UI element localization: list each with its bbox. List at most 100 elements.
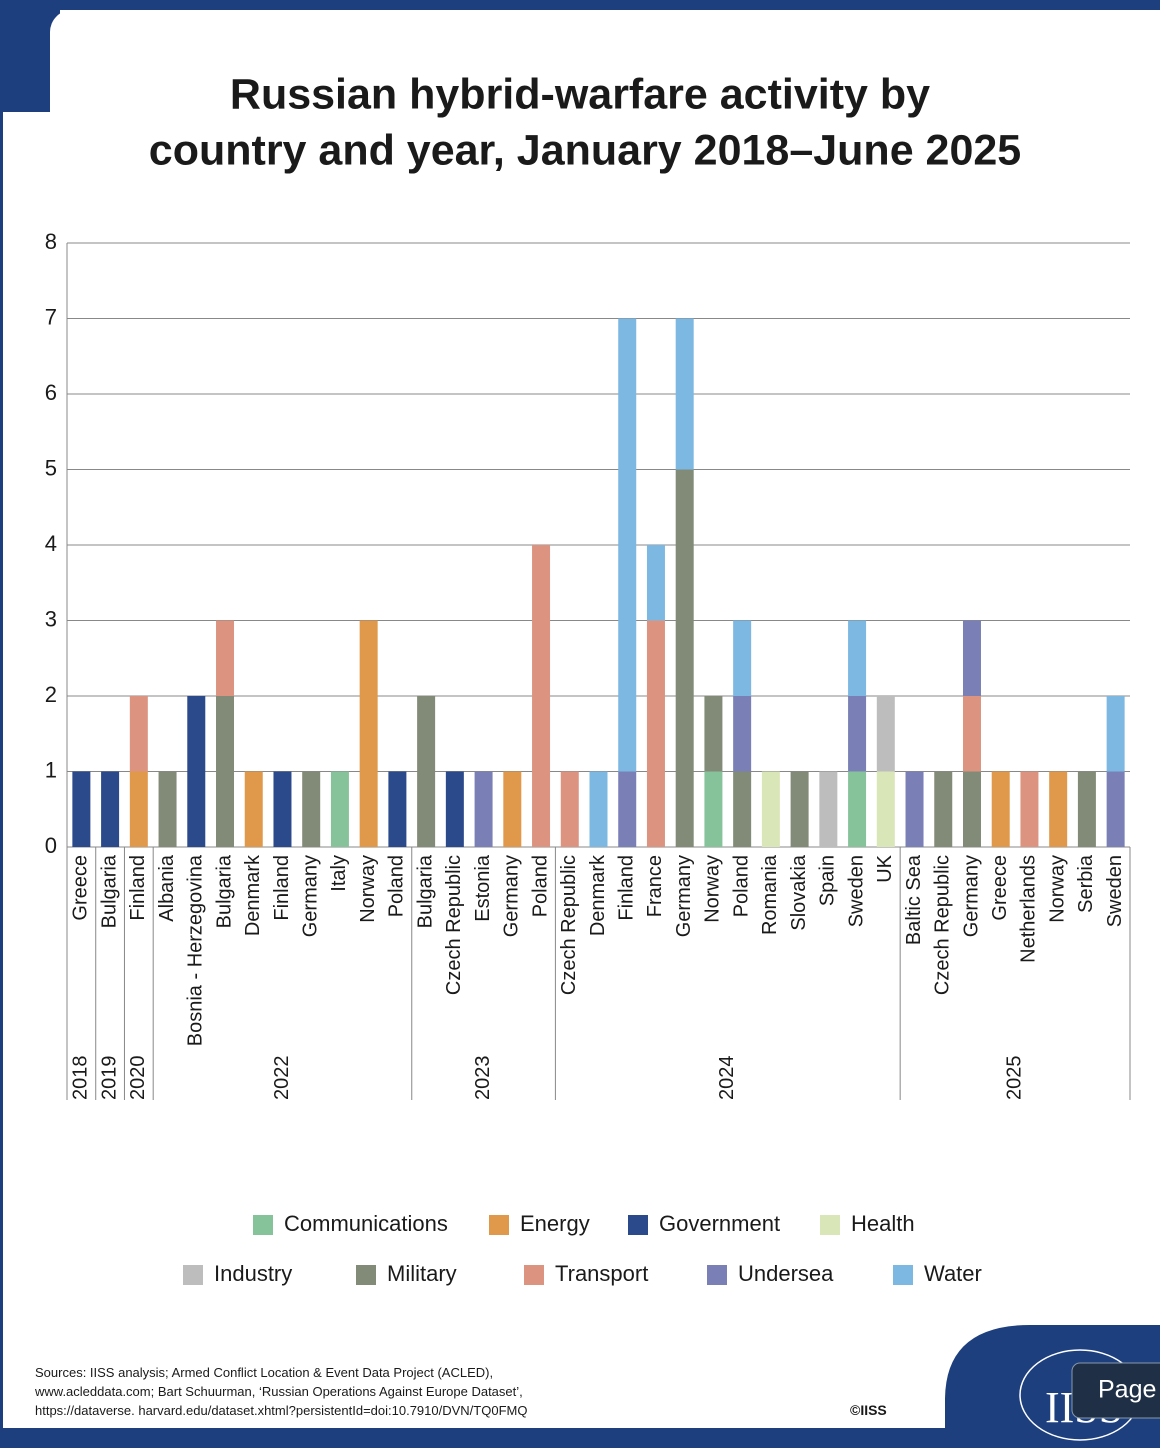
x-tick-label: Serbia [1075,854,1097,913]
bar-segment [675,469,694,847]
bar-segment [1049,771,1068,847]
bar-segment [302,771,321,847]
bar-segment [72,771,91,847]
bar-segment [790,771,809,847]
x-tick-label: Germany [673,855,695,937]
y-tick-label: 0 [45,833,57,858]
y-tick-label: 7 [45,304,57,329]
group-label: 2025 [1003,1056,1025,1101]
bar-segment [962,771,981,847]
legend-label: Transport [555,1261,648,1286]
group-label: 2018 [70,1056,92,1101]
group-label: 2024 [716,1056,738,1101]
y-tick-label: 8 [45,229,57,254]
chart-title: country and year, January 2018–June 2025 [149,126,1021,174]
bar-segment [187,696,206,847]
page-button[interactable] [1071,1362,1160,1419]
bar-segment [733,771,752,847]
legend-label: Undersea [738,1261,834,1286]
legend-label: Water [924,1261,982,1286]
bar-segment [129,771,148,847]
x-tick-label: Bulgaria [98,854,120,928]
bar-segment [733,696,752,772]
x-tick-label: Czech Republic [443,855,465,995]
bar-segment [417,696,436,847]
legend-label: Military [387,1261,457,1286]
x-tick-label: France [644,855,666,917]
group-label: 2022 [271,1056,293,1101]
x-tick-label: Denmark [242,854,264,936]
bar-segment [733,620,752,696]
legend-swatch [820,1215,840,1235]
bar-segment [819,771,838,847]
x-tick-label: Albania [156,854,178,922]
bar-segment [216,620,235,696]
x-tick-label: Norway [1046,855,1068,923]
sources: https://dataverse. harvard.edu/dataset.x… [35,1403,527,1418]
bar-segment [618,318,637,772]
x-tick-label: Slovakia [788,854,810,930]
sources: Sources: IISS analysis; Armed Conflict L… [35,1365,493,1380]
legend-label: Energy [520,1211,590,1236]
bar-segment [848,771,867,847]
page-button-label[interactable]: Page [1098,1376,1156,1404]
bar-segment [330,771,349,847]
bar-segment [244,771,263,847]
legend-swatch [707,1265,727,1285]
y-tick-label: 6 [45,380,57,405]
x-tick-label: Bulgaria [414,854,436,928]
x-tick-label: Spain [817,855,839,906]
bar-segment [273,771,292,847]
x-tick-label: Norway [702,855,724,923]
legend-swatch [893,1265,913,1285]
bar-segment [1106,696,1125,772]
y-tick-label: 2 [45,682,57,707]
bottom-band [0,1428,1160,1448]
x-tick-label: Germany [299,855,321,937]
bar-segment [503,771,522,847]
legend-swatch [524,1265,544,1285]
bar-segment [560,771,579,847]
legend-label: Industry [214,1261,292,1286]
legend-label: Health [851,1211,915,1236]
bar-segment [704,771,723,847]
bar-segment [1077,771,1096,847]
legend-label: Communications [284,1211,448,1236]
x-tick-label: Poland [386,855,408,917]
bar-segment [158,771,177,847]
y-tick-label: 5 [45,455,57,480]
x-tick-label: Italy [328,855,350,892]
x-tick-label: Sweden [845,855,867,927]
x-tick-label: Germany [501,855,523,937]
group-label: 2023 [472,1056,494,1101]
legend-swatch [356,1265,376,1285]
bar-segment [761,771,780,847]
group-label: 2020 [127,1056,149,1101]
bar-segment [646,620,665,847]
chart-title: Russian hybrid-warfare activity by [230,70,930,118]
bar-segment [905,771,924,847]
y-tick-label: 3 [45,606,57,631]
x-tick-label: Germany [960,855,982,937]
bar-segment [216,696,235,847]
bar-segment [991,771,1010,847]
legend-swatch [489,1215,509,1235]
legend-swatch [628,1215,648,1235]
left-edge [0,0,3,1448]
bar-segment [962,620,981,696]
legend-label: Government [659,1211,780,1236]
bar-segment [675,318,694,470]
x-tick-label: Norway [357,855,379,923]
bar-segment [934,771,953,847]
bar-segment [445,771,464,847]
bar-segment [388,771,407,847]
legend-swatch [183,1265,203,1285]
bar-segment [876,696,895,772]
bar-segment [848,696,867,772]
x-tick-label: Netherlands [1018,855,1040,963]
bar-segment [1106,771,1125,847]
bar-segment [589,771,608,847]
copyright: ©IISS [850,1402,887,1418]
x-tick-label: Estonia [472,854,494,922]
